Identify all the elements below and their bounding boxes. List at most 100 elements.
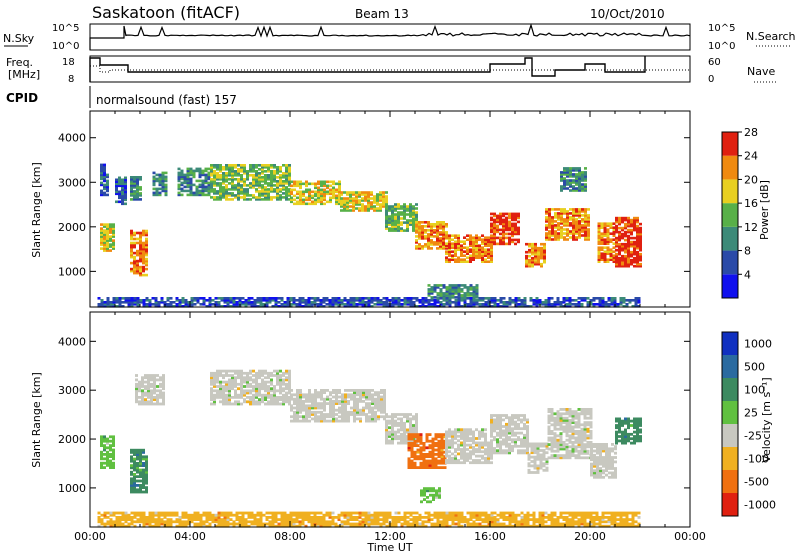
- power-cell: [349, 209, 352, 212]
- power-cell: [280, 297, 284, 300]
- power-cell: [175, 297, 179, 300]
- power-cell: [379, 191, 382, 194]
- power-cell: [243, 180, 246, 183]
- vel-cell: [550, 456, 554, 460]
- vel-cell: [320, 393, 323, 397]
- vel-cell: [391, 424, 394, 427]
- power-cell: [100, 167, 103, 171]
- power-cell: [575, 179, 578, 182]
- power-cell: [534, 252, 537, 256]
- vel-cell: [130, 470, 133, 474]
- vel-cell: [135, 400, 138, 404]
- power-cell: [175, 305, 179, 308]
- power-cell: [219, 176, 222, 179]
- power-cell: [600, 256, 604, 259]
- power-cell: [133, 245, 136, 249]
- vel-cell: [264, 387, 267, 391]
- power-cell: [531, 248, 534, 252]
- power-cell: [364, 209, 367, 212]
- power-cell: [508, 232, 511, 236]
- power-cell: [270, 170, 273, 173]
- power-cell: [448, 244, 451, 247]
- vel-cell: [252, 374, 255, 377]
- power-cell: [109, 301, 113, 304]
- power-cell: [103, 173, 106, 177]
- power-cell: [610, 299, 614, 302]
- power-cell: [415, 241, 418, 244]
- power-cell: [424, 299, 428, 302]
- power-cell: [586, 303, 590, 306]
- vel-cell: [377, 391, 380, 394]
- power-cell: [475, 250, 478, 253]
- power-cell: [615, 236, 618, 240]
- vel-cell: [133, 475, 136, 478]
- power-cell: [581, 226, 584, 229]
- vel-cell: [106, 464, 109, 467]
- vel-cell: [568, 434, 572, 438]
- vel-cell: [425, 435, 429, 439]
- power-cell: [145, 261, 148, 265]
- power-cell: [349, 201, 352, 204]
- vel-cell: [341, 417, 344, 421]
- vel-cell: [359, 397, 362, 401]
- vel-cell: [568, 410, 572, 413]
- vel-cell: [368, 389, 371, 392]
- power-cbar-swatch: [722, 132, 738, 156]
- vel-cell: [216, 385, 219, 388]
- power-cell: [463, 240, 466, 243]
- vel-cell: [539, 453, 543, 457]
- power-cell: [385, 225, 388, 228]
- vel-cell: [371, 389, 374, 392]
- power-cell: [454, 240, 457, 243]
- power-cell: [463, 299, 467, 302]
- vel-cell: [225, 387, 228, 391]
- vel-cell: [329, 400, 332, 403]
- vel-cell: [228, 398, 231, 401]
- power-cell: [240, 166, 243, 169]
- vel-cell: [478, 454, 481, 458]
- power-cell: [584, 226, 587, 229]
- date-title: 10/Oct/2010: [590, 7, 665, 21]
- power-cell: [352, 297, 356, 300]
- power-cell: [331, 297, 335, 300]
- vel-cell: [270, 389, 273, 393]
- vel-cell: [329, 397, 332, 401]
- power-cell: [154, 297, 158, 300]
- power-cell: [511, 230, 514, 234]
- power-cbar-tick-label: 4: [744, 268, 751, 281]
- power-cell: [262, 299, 266, 302]
- power-cell: [544, 299, 548, 302]
- vel-cell: [377, 415, 380, 419]
- vel-cell: [341, 395, 344, 399]
- power-cell: [190, 301, 194, 304]
- power-cell: [525, 264, 528, 268]
- power-cell: [225, 176, 228, 179]
- power-cell: [299, 192, 302, 196]
- vel-cell: [228, 382, 231, 386]
- power-cell: [133, 180, 136, 183]
- power-cell: [578, 234, 581, 237]
- power-cell: [529, 305, 533, 308]
- vel-cell: [481, 450, 484, 454]
- power-cell: [630, 218, 633, 222]
- power-cell: [349, 305, 353, 308]
- power-cell: [603, 238, 607, 241]
- power-cell: [427, 299, 431, 302]
- vel-cell: [145, 479, 148, 483]
- vel-cell: [487, 441, 490, 445]
- vel-cell: [400, 417, 403, 421]
- power-cell: [231, 170, 234, 173]
- vel-cell: [380, 402, 383, 405]
- vel-cell: [454, 461, 457, 465]
- vel-cell: [533, 464, 537, 468]
- vel-cell: [347, 413, 350, 416]
- power-cell: [442, 299, 446, 302]
- power-cell: [285, 180, 288, 183]
- vel-cell: [502, 438, 505, 442]
- power-cell: [600, 242, 604, 245]
- power-cell: [619, 299, 623, 302]
- vel-cell: [530, 442, 534, 446]
- power-cell: [418, 305, 422, 308]
- power-cell: [186, 177, 190, 181]
- vel-cell: [305, 413, 308, 416]
